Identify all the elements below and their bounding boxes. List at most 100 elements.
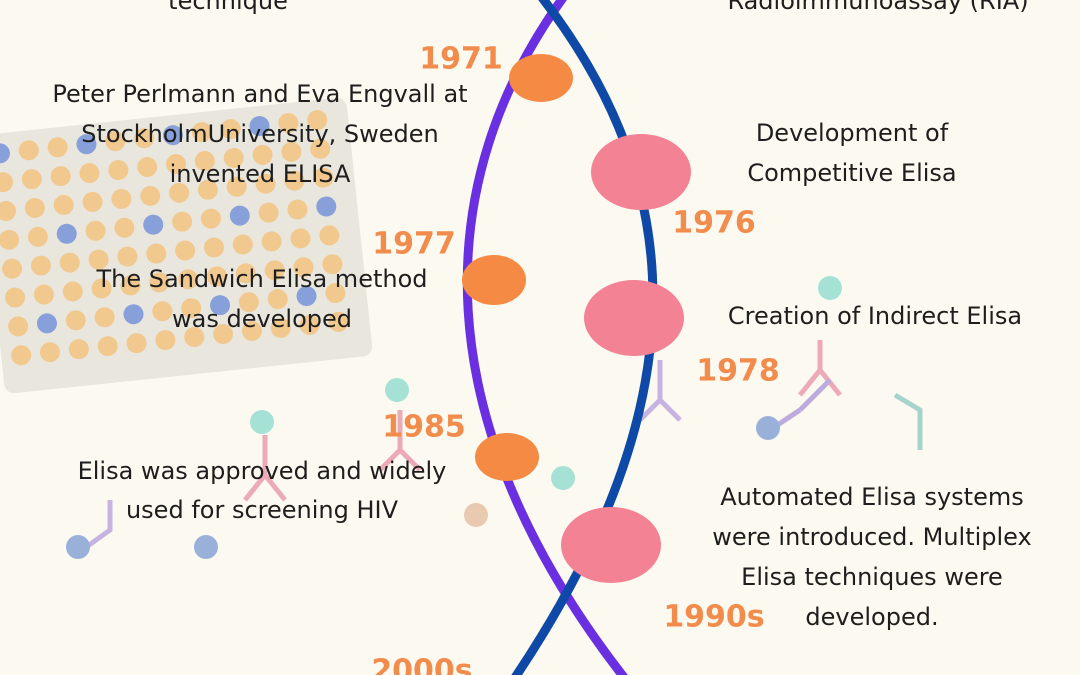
well [313, 167, 334, 188]
antibody [893, 392, 923, 450]
well [293, 257, 314, 278]
antibody [243, 435, 287, 502]
well [123, 304, 144, 325]
well [88, 249, 109, 270]
well [8, 316, 29, 337]
well [290, 228, 311, 249]
well [0, 143, 10, 164]
antigen [818, 276, 842, 300]
well [53, 194, 74, 215]
well [2, 258, 23, 279]
event-description: was developed [172, 305, 352, 333]
antibody [83, 500, 113, 551]
well [278, 113, 299, 134]
year-label: 2000s [371, 654, 472, 675]
year-label: 1976 [672, 206, 756, 241]
year-label: 1971 [419, 42, 503, 77]
well [47, 137, 68, 158]
well [270, 317, 291, 338]
well [50, 166, 71, 187]
well [126, 333, 147, 354]
well [181, 298, 202, 319]
event-description: invented ELISA [170, 160, 351, 188]
well [85, 220, 106, 241]
well [36, 313, 57, 334]
well [307, 110, 328, 131]
well [0, 172, 13, 193]
well [296, 286, 317, 307]
well [111, 188, 132, 209]
well [140, 185, 161, 206]
well [0, 201, 17, 222]
antigen [756, 416, 780, 440]
well [328, 311, 349, 332]
event-description: were introduced. Multiplex [712, 523, 1031, 551]
well [210, 295, 231, 316]
well [229, 205, 250, 226]
well [117, 246, 138, 267]
well [114, 217, 135, 238]
well [94, 307, 115, 328]
well [105, 131, 126, 152]
well [166, 153, 187, 174]
milestone-dot [584, 280, 684, 356]
event-description: Elisa techniques were [741, 563, 1003, 591]
well [21, 169, 42, 190]
well [197, 179, 218, 200]
event-description: developed. [805, 603, 938, 631]
antigen [250, 410, 274, 434]
well [235, 263, 256, 284]
cropped-caption: technique [168, 0, 288, 15]
well [191, 122, 212, 143]
well [62, 281, 83, 302]
well [76, 134, 97, 155]
well [281, 141, 302, 162]
event-description: Competitive Elisa [747, 159, 956, 187]
well [284, 170, 305, 191]
well [287, 199, 308, 220]
well [267, 289, 288, 310]
well [65, 310, 86, 331]
well [97, 336, 118, 357]
well [18, 140, 39, 161]
well [184, 327, 205, 348]
well [310, 138, 331, 159]
well [252, 144, 273, 165]
well [223, 147, 244, 168]
milestone-dot [591, 134, 691, 210]
well [82, 191, 103, 212]
well [91, 278, 112, 299]
milestone-dot [561, 507, 661, 583]
milestone-dot [475, 433, 539, 481]
year-label: 1985 [382, 410, 466, 445]
well [143, 214, 164, 235]
antigen [66, 535, 90, 559]
well [169, 182, 190, 203]
well [207, 266, 228, 287]
well [59, 252, 80, 273]
well [152, 301, 173, 322]
cropped-caption: Radioimmunoassay (RIA) [727, 0, 1028, 15]
well [264, 260, 285, 281]
event-description: used for screening HIV [126, 496, 399, 524]
well [172, 211, 193, 232]
well [24, 197, 45, 218]
well [232, 234, 253, 255]
plate-image [0, 97, 373, 394]
well [30, 255, 51, 276]
event-description: StockholmUniversity, Sweden [81, 120, 439, 148]
antigen [464, 503, 488, 527]
well [319, 225, 340, 246]
well [255, 173, 276, 194]
well [178, 269, 199, 290]
year-label: 1977 [372, 227, 456, 262]
well [200, 208, 221, 229]
antibody-decorations [66, 276, 923, 559]
well [258, 202, 279, 223]
well [155, 330, 176, 351]
antigen [194, 535, 218, 559]
antibody [378, 410, 422, 472]
well [68, 339, 89, 360]
event-description: Development of [756, 119, 949, 147]
